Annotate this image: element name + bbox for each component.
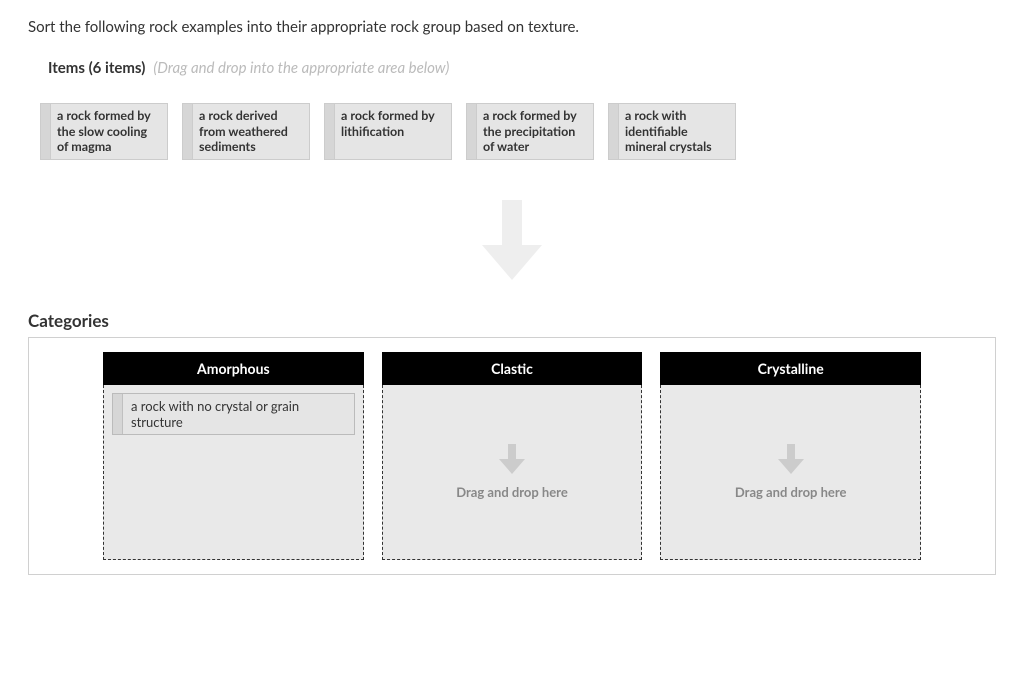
drag-grip-icon	[467, 104, 477, 159]
drop-zone[interactable]: Drag and drop here	[660, 385, 921, 560]
category-amorphous: Amorphous a rock with no crystal or grai…	[103, 352, 364, 560]
draggable-item[interactable]: a rock with no crystal or grain structur…	[112, 393, 355, 436]
item-text: a rock formed by the precipitation of wa…	[477, 104, 593, 159]
items-count-label: Items (6 items)	[48, 59, 145, 77]
items-header: Items (6 items) (Drag and drop into the …	[48, 58, 996, 77]
draggable-item[interactable]: a rock formed by the slow cooling of mag…	[40, 103, 168, 160]
draggable-item[interactable]: a rock with identifiable mineral crystal…	[608, 103, 736, 160]
item-text: a rock with no crystal or grain structur…	[123, 394, 354, 435]
item-text: a rock derived from weathered sediments	[193, 104, 309, 159]
draggable-item[interactable]: a rock derived from weathered sediments	[182, 103, 310, 160]
drop-zone[interactable]: Drag and drop here	[382, 385, 643, 560]
category-crystalline: Crystalline Drag and drop here	[660, 352, 921, 560]
drag-grip-icon	[41, 104, 51, 159]
categories-box: Amorphous a rock with no crystal or grai…	[28, 337, 996, 575]
category-header: Crystalline	[660, 352, 921, 385]
item-text: a rock formed by the slow cooling of mag…	[51, 104, 167, 159]
arrow-down-icon	[778, 444, 804, 474]
drag-grip-icon	[609, 104, 619, 159]
quiz-container: Sort the following rock examples into th…	[0, 0, 1024, 593]
drop-placeholder-text: Drag and drop here	[456, 484, 568, 500]
draggable-item[interactable]: a rock formed by lithification	[324, 103, 452, 160]
categories-label: Categories	[28, 310, 996, 331]
question-prompt: Sort the following rock examples into th…	[28, 18, 996, 36]
arrow-down-icon	[28, 200, 996, 280]
drag-grip-icon	[113, 394, 123, 435]
drag-grip-icon	[325, 104, 335, 159]
category-header: Clastic	[382, 352, 643, 385]
draggable-item[interactable]: a rock formed by the precipitation of wa…	[466, 103, 594, 160]
item-text: a rock with identifiable mineral crystal…	[619, 104, 735, 159]
drag-grip-icon	[183, 104, 193, 159]
arrow-down-icon	[499, 444, 525, 474]
category-clastic: Clastic Drag and drop here	[382, 352, 643, 560]
category-header: Amorphous	[103, 352, 364, 385]
items-row: a rock formed by the slow cooling of mag…	[40, 103, 996, 160]
items-hint: (Drag and drop into the appropriate area…	[153, 59, 449, 77]
drop-placeholder-text: Drag and drop here	[735, 484, 847, 500]
drop-placeholder: Drag and drop here	[735, 444, 847, 500]
drop-placeholder: Drag and drop here	[456, 444, 568, 500]
item-text: a rock formed by lithification	[335, 104, 451, 159]
drop-zone[interactable]: a rock with no crystal or grain structur…	[103, 385, 364, 560]
